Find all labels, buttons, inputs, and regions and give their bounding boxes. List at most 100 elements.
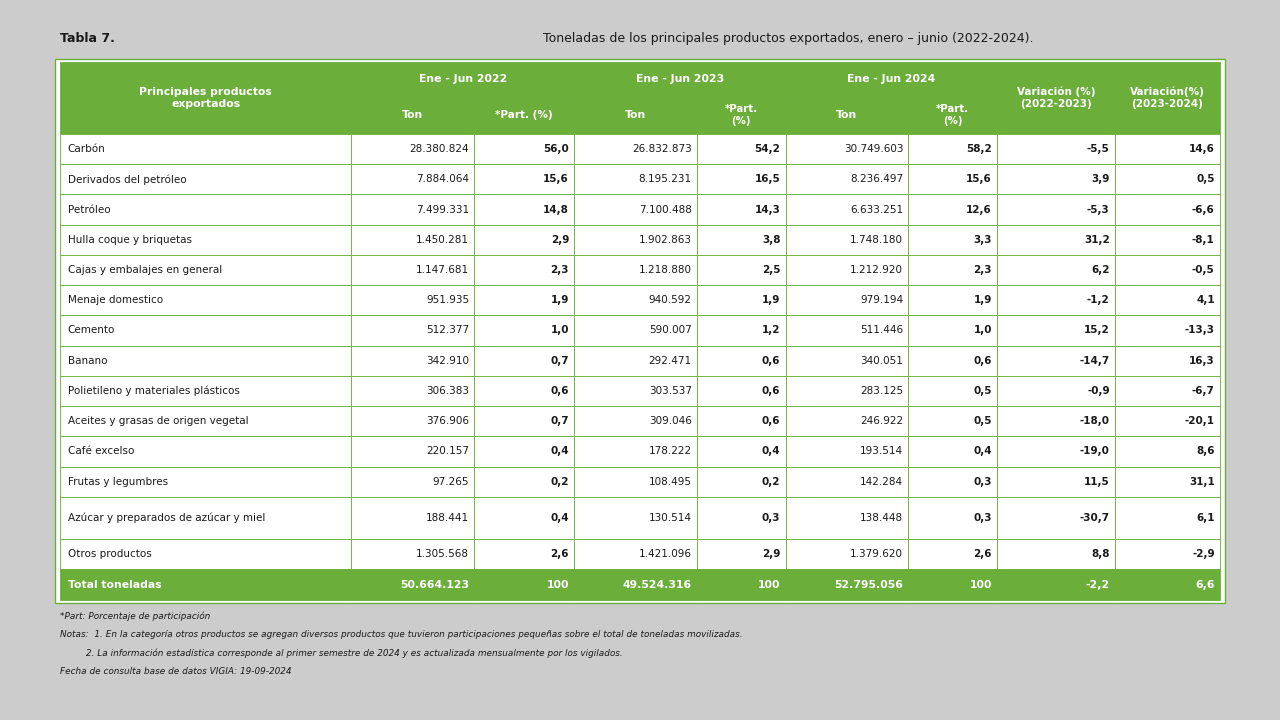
Bar [997, 134, 1115, 164]
Bar [575, 376, 698, 406]
Text: 1.421.096: 1.421.096 [639, 549, 692, 559]
Text: 590.007: 590.007 [649, 325, 692, 336]
Text: 7.100.488: 7.100.488 [639, 204, 692, 215]
Bar [351, 255, 474, 285]
Bar [909, 346, 997, 376]
Text: Toneladas de los principales productos exportados, enero – junio (2022-2024).: Toneladas de los principales productos e… [539, 32, 1034, 45]
Text: Menaje domestico: Menaje domestico [68, 295, 163, 305]
Text: 11,5: 11,5 [1084, 477, 1110, 487]
Bar [1115, 315, 1220, 346]
Text: 0,4: 0,4 [550, 446, 570, 456]
Text: 0,2: 0,2 [550, 477, 570, 487]
Bar [1115, 62, 1220, 134]
Bar [575, 436, 698, 467]
Bar [351, 569, 474, 600]
Bar [909, 194, 997, 225]
Text: 1.748.180: 1.748.180 [850, 235, 904, 245]
Bar [1115, 497, 1220, 539]
Bar [698, 315, 786, 346]
Text: 1.212.920: 1.212.920 [850, 265, 904, 275]
Bar [909, 96, 997, 134]
Bar [60, 315, 351, 346]
Text: 306.383: 306.383 [426, 386, 468, 396]
Text: -5,3: -5,3 [1087, 204, 1110, 215]
Text: 56,0: 56,0 [543, 144, 570, 154]
Bar [575, 255, 698, 285]
Text: 100: 100 [547, 580, 570, 590]
Text: Notas:  1. En la categoría otros productos se agregan diversos productos que tuv: Notas: 1. En la categoría otros producto… [60, 630, 742, 639]
Bar [997, 255, 1115, 285]
Bar [474, 134, 575, 164]
Text: 193.514: 193.514 [860, 446, 904, 456]
Bar [1115, 436, 1220, 467]
Text: 0,6: 0,6 [550, 386, 570, 396]
Bar [786, 285, 909, 315]
Bar [997, 436, 1115, 467]
Text: Principales productos
exportados: Principales productos exportados [140, 87, 273, 109]
Bar [351, 315, 474, 346]
Bar [997, 164, 1115, 194]
Text: Tabla 7.: Tabla 7. [60, 32, 115, 45]
Text: 12,6: 12,6 [966, 204, 992, 215]
Bar [698, 285, 786, 315]
Text: 1.147.681: 1.147.681 [416, 265, 468, 275]
Text: *Part. (%): *Part. (%) [495, 110, 553, 120]
Text: 97.265: 97.265 [433, 477, 468, 487]
Text: Ene - Jun 2023: Ene - Jun 2023 [636, 74, 724, 84]
Text: 940.592: 940.592 [649, 295, 692, 305]
Text: 0,3: 0,3 [762, 513, 781, 523]
Bar [698, 164, 786, 194]
Text: 6,6: 6,6 [1196, 580, 1215, 590]
Bar [575, 96, 698, 134]
Text: 26.832.873: 26.832.873 [632, 144, 692, 154]
Text: Carbón: Carbón [68, 144, 105, 154]
Text: Aceites y grasas de origen vegetal: Aceites y grasas de origen vegetal [68, 416, 248, 426]
Text: -0,5: -0,5 [1192, 265, 1215, 275]
Bar [786, 497, 909, 539]
Bar [351, 285, 474, 315]
Bar [474, 539, 575, 569]
Bar [60, 62, 351, 134]
Text: Petróleo: Petróleo [68, 204, 110, 215]
Text: 3,9: 3,9 [1092, 174, 1110, 184]
Text: 16,3: 16,3 [1189, 356, 1215, 366]
Bar [786, 194, 909, 225]
Text: 188.441: 188.441 [426, 513, 468, 523]
Text: 7.499.331: 7.499.331 [416, 204, 468, 215]
Text: 340.051: 340.051 [860, 356, 904, 366]
Bar [997, 467, 1115, 497]
Text: *Part.
(%): *Part. (%) [936, 104, 969, 126]
Bar [351, 539, 474, 569]
Bar [698, 134, 786, 164]
Text: -5,5: -5,5 [1087, 144, 1110, 154]
Bar [698, 346, 786, 376]
Text: 108.495: 108.495 [649, 477, 692, 487]
Bar [351, 134, 474, 164]
Text: 512.377: 512.377 [426, 325, 468, 336]
Bar [909, 255, 997, 285]
Text: 2,3: 2,3 [550, 265, 570, 275]
Bar [909, 285, 997, 315]
Bar [909, 406, 997, 436]
Text: -13,3: -13,3 [1185, 325, 1215, 336]
Text: 246.922: 246.922 [860, 416, 904, 426]
Bar [351, 225, 474, 255]
Text: -6,6: -6,6 [1192, 204, 1215, 215]
Bar [351, 436, 474, 467]
Bar [575, 346, 698, 376]
Text: 951.935: 951.935 [426, 295, 468, 305]
Bar [60, 467, 351, 497]
Bar [909, 225, 997, 255]
Text: Ton: Ton [836, 110, 858, 120]
Text: 0,6: 0,6 [973, 356, 992, 366]
Bar [698, 406, 786, 436]
Text: -2,9: -2,9 [1192, 549, 1215, 559]
Bar [786, 225, 909, 255]
Bar [997, 62, 1115, 134]
Text: -20,1: -20,1 [1185, 416, 1215, 426]
Text: 15,6: 15,6 [543, 174, 570, 184]
Text: 0,5: 0,5 [1197, 174, 1215, 184]
Bar [351, 346, 474, 376]
Text: 1.450.281: 1.450.281 [416, 235, 468, 245]
Text: 2,6: 2,6 [973, 549, 992, 559]
